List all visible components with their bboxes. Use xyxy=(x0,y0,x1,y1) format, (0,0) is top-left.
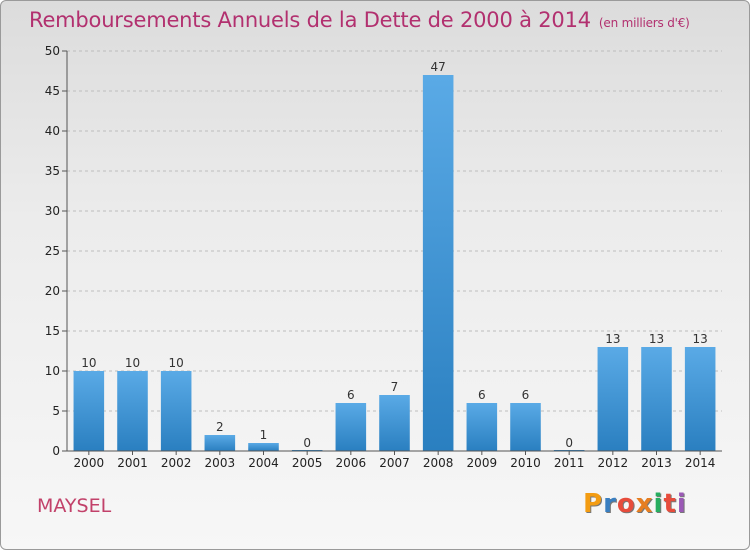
x-tick-label: 2013 xyxy=(641,456,672,470)
logo-letter: x xyxy=(635,489,654,519)
data-label: 10 xyxy=(81,356,96,370)
chart-title: Remboursements Annuels de la Dette de 20… xyxy=(29,8,690,32)
x-tick-label: 2012 xyxy=(598,456,629,470)
data-label: 13 xyxy=(649,332,664,346)
bar xyxy=(73,371,105,451)
logo-letter: P xyxy=(583,489,604,519)
x-tick-label: 2008 xyxy=(423,456,454,470)
x-tick-label: 2003 xyxy=(205,456,236,470)
data-label: 6 xyxy=(478,388,486,402)
x-tick-label: 2000 xyxy=(74,456,105,470)
x-tick-label: 2009 xyxy=(467,456,498,470)
bars xyxy=(73,75,716,451)
commune-name: MAYSEL xyxy=(37,495,112,517)
bar xyxy=(160,371,192,451)
x-tick-label: 2001 xyxy=(117,456,148,470)
bar xyxy=(248,443,279,451)
data-label: 13 xyxy=(605,332,620,346)
axes xyxy=(62,50,722,455)
y-tick-label: 20 xyxy=(45,284,60,298)
x-tick-label: 2002 xyxy=(161,456,192,470)
x-tick-label: 2010 xyxy=(510,456,541,470)
data-label: 47 xyxy=(431,60,446,74)
data-label: 6 xyxy=(347,388,355,402)
bar xyxy=(466,403,498,451)
y-tick-label: 40 xyxy=(45,124,60,138)
data-label: 1 xyxy=(260,428,268,442)
chart-title-text: Remboursements Annuels de la Dette de 20… xyxy=(29,8,591,32)
data-label: 10 xyxy=(125,356,140,370)
chart-subtitle: (en milliers d'€) xyxy=(598,16,690,30)
bar xyxy=(684,347,716,451)
y-tick-label: 45 xyxy=(45,84,60,98)
x-tick-label: 2004 xyxy=(248,456,279,470)
data-label: 6 xyxy=(522,388,530,402)
bar xyxy=(379,395,410,451)
x-tick-label: 2005 xyxy=(292,456,323,470)
logo-letter: t xyxy=(663,489,677,519)
bar xyxy=(510,403,541,451)
x-tick-label: 2006 xyxy=(336,456,367,470)
y-tick-label: 15 xyxy=(45,324,60,338)
bar xyxy=(422,75,454,451)
logo-letter: i xyxy=(653,489,664,519)
data-label: 0 xyxy=(565,436,573,450)
data-label: 13 xyxy=(693,332,708,346)
bar xyxy=(204,435,236,451)
labels: 0510152025303540455010200010200110200222… xyxy=(45,44,716,470)
y-tick-label: 25 xyxy=(45,244,60,258)
logo-letter: r xyxy=(603,489,617,519)
data-label: 7 xyxy=(391,380,399,394)
y-tick-label: 50 xyxy=(45,44,60,58)
x-tick-label: 2011 xyxy=(554,456,585,470)
y-tick-label: 30 xyxy=(45,204,60,218)
bar xyxy=(335,403,367,451)
logo-letter: i xyxy=(676,489,687,519)
y-tick-label: 10 xyxy=(45,364,60,378)
x-tick-label: 2007 xyxy=(379,456,410,470)
y-tick-label: 0 xyxy=(52,444,60,458)
logo-letter: o xyxy=(616,489,636,519)
bar xyxy=(117,371,148,451)
y-tick-label: 5 xyxy=(52,404,60,418)
proxiti-logo: Proxiti xyxy=(583,489,687,519)
data-label: 10 xyxy=(169,356,184,370)
y-tick-label: 35 xyxy=(45,164,60,178)
data-label: 2 xyxy=(216,420,224,434)
bar xyxy=(597,347,629,451)
bar xyxy=(641,347,672,451)
x-tick-label: 2014 xyxy=(685,456,716,470)
data-label: 0 xyxy=(303,436,311,450)
